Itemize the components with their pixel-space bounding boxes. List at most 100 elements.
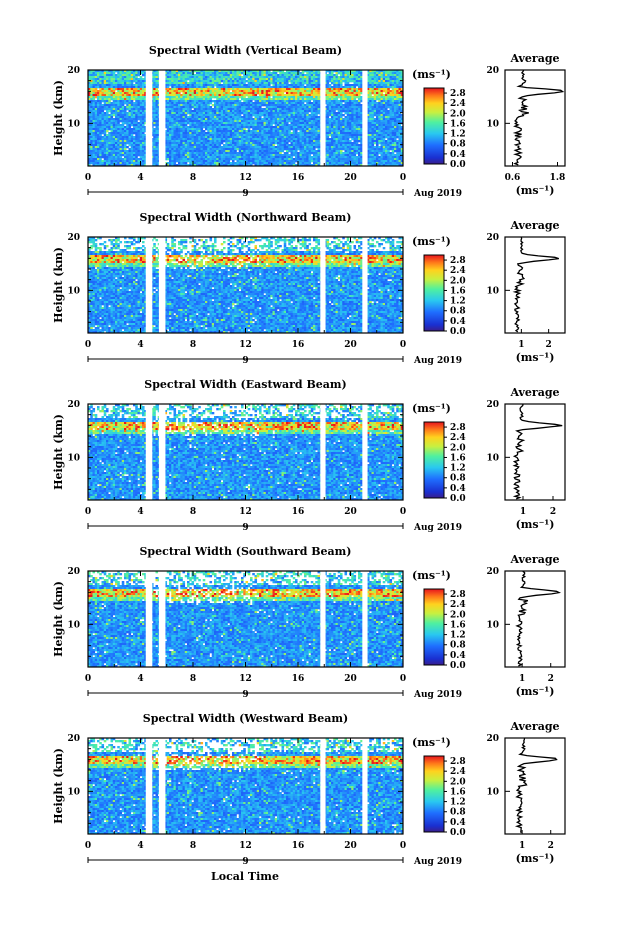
heatmap-cell	[295, 102, 298, 104]
heatmap-cell	[108, 110, 111, 112]
heatmap-cell	[336, 120, 339, 122]
heatmap-cell	[201, 126, 204, 128]
heatmap-cell	[248, 134, 251, 136]
heatmap-cell	[347, 132, 350, 134]
heatmap-cell	[300, 94, 303, 96]
heatmap-cell	[174, 86, 177, 88]
heatmap-cell	[115, 102, 118, 104]
heatmap-cell	[340, 96, 343, 98]
heatmap-cell	[327, 80, 330, 82]
heatmap-cell	[286, 130, 289, 132]
heatmap-cell	[97, 76, 100, 78]
heatmap-cell	[140, 126, 143, 128]
heatmap-cell	[358, 134, 361, 136]
heatmap-cell	[223, 102, 226, 104]
heatmap-cell	[354, 106, 357, 108]
heatmap-cell	[104, 140, 107, 142]
heatmap-cell	[279, 100, 282, 102]
heatmap-cell	[210, 120, 213, 122]
heatmap-cell	[90, 96, 93, 98]
heatmap-cell	[124, 140, 127, 142]
heatmap-cell	[171, 128, 174, 130]
heatmap-cell	[243, 134, 246, 136]
heatmap-cell	[203, 102, 206, 104]
heatmap-cell	[338, 136, 341, 138]
heatmap-cell	[232, 132, 235, 134]
heatmap-cell	[120, 128, 123, 130]
heatmap-cell	[309, 118, 312, 120]
heatmap-cell	[171, 72, 174, 74]
heatmap-cell	[140, 84, 143, 86]
heatmap-cell	[315, 84, 318, 86]
heatmap-cell	[225, 128, 228, 130]
heatmap-cell	[189, 112, 192, 114]
heatmap-cell	[203, 104, 206, 106]
heatmap-cell	[210, 130, 213, 132]
heatmap-cell	[214, 80, 217, 82]
heatmap-cell	[288, 136, 291, 138]
heatmap-cell	[108, 108, 111, 110]
heatmap-cell	[250, 86, 253, 88]
heatmap-cell	[336, 104, 339, 106]
heatmap-cell	[270, 118, 273, 120]
heatmap-cell	[201, 98, 204, 100]
heatmap-cell	[219, 126, 222, 128]
heatmap-cell	[234, 98, 237, 100]
heatmap-cell	[311, 102, 314, 104]
heatmap-cell	[311, 98, 314, 100]
heatmap-cell	[189, 94, 192, 96]
heatmap-cell	[297, 100, 300, 102]
heatmap-cell	[284, 106, 287, 108]
heatmap-cell	[288, 88, 291, 90]
heatmap-cell	[347, 116, 350, 118]
heatmap-cell	[291, 72, 294, 74]
heatmap-cell	[264, 98, 267, 100]
heatmap-cell	[194, 78, 197, 80]
heatmap-cell	[340, 108, 343, 110]
heatmap-cell	[255, 132, 258, 134]
heatmap-cell	[221, 88, 224, 90]
heatmap-cell	[255, 138, 258, 140]
heatmap-cell	[198, 118, 201, 120]
heatmap-cell	[180, 82, 183, 84]
heatmap-cell	[270, 116, 273, 118]
heatmap-cell	[369, 104, 372, 106]
heatmap-cell	[131, 106, 134, 108]
heatmap-cell	[387, 122, 390, 124]
heatmap-cell	[354, 124, 357, 126]
heatmap-cell	[354, 104, 357, 106]
heatmap-cell	[201, 112, 204, 114]
heatmap-cell	[140, 80, 143, 82]
heatmap-cell	[340, 90, 343, 92]
heatmap-cell	[378, 130, 381, 132]
heatmap-cell	[171, 82, 174, 84]
heatmap-cell	[331, 94, 334, 96]
heatmap-cell	[387, 102, 390, 104]
heatmap-cell	[187, 112, 190, 114]
heatmap-cell	[124, 84, 127, 86]
heatmap-cell	[342, 78, 345, 80]
heatmap-cell	[219, 98, 222, 100]
heatmap-cell	[142, 136, 145, 138]
heatmap-cell	[329, 86, 332, 88]
spectral-width-figure: Spectral Width (Vertical Beam)2010Height…	[0, 0, 621, 929]
heatmap-cell	[331, 130, 334, 132]
heatmap-cell	[273, 74, 276, 76]
heatmap-cell	[203, 98, 206, 100]
heatmap-cell	[102, 72, 105, 74]
heatmap-cell	[93, 124, 96, 126]
heatmap-cell	[291, 136, 294, 138]
heatmap-cell	[214, 124, 217, 126]
heatmap-cell	[115, 136, 118, 138]
heatmap-cell	[99, 76, 102, 78]
heatmap-cell	[378, 108, 381, 110]
heatmap-cell	[183, 76, 186, 78]
heatmap-cell	[288, 102, 291, 104]
heatmap-cell	[214, 122, 217, 124]
heatmap-cell	[302, 126, 305, 128]
heatmap-cell	[273, 126, 276, 128]
heatmap-cell	[95, 140, 98, 142]
heatmap-cell	[198, 80, 201, 82]
heatmap-cell	[189, 116, 192, 118]
heatmap-cell	[390, 90, 393, 92]
